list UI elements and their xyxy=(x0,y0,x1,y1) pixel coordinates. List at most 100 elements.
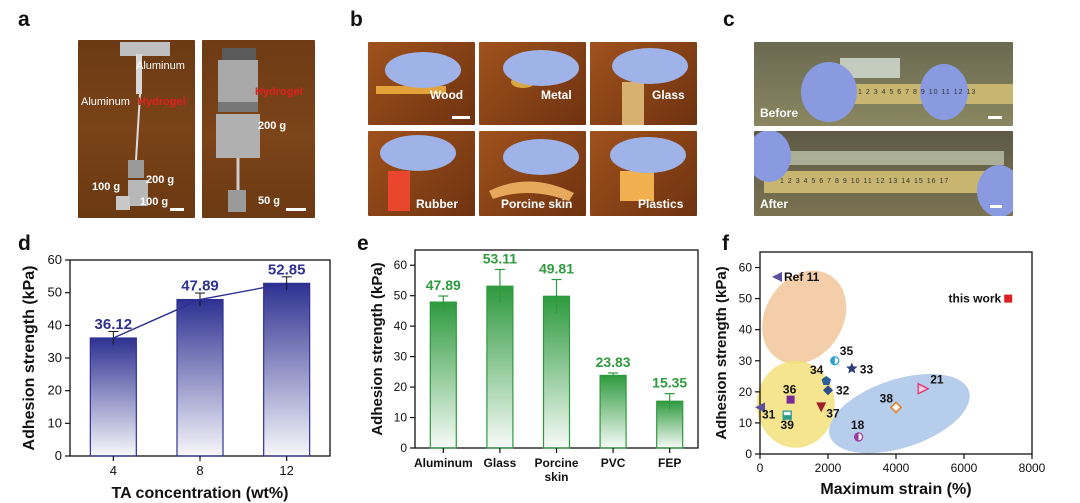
hanging-weights-illustration xyxy=(116,42,170,210)
x-tick-label: 6000 xyxy=(951,461,978,475)
bar-Porcine-skin xyxy=(542,295,571,449)
label-hydrogel-left: Hydrogel xyxy=(138,96,186,108)
substrate-photo-rubber: Rubber xyxy=(368,131,475,216)
panel-letter-d: d xyxy=(18,232,31,255)
y-tick-label: 30 xyxy=(394,350,408,364)
data-point-36 xyxy=(786,395,795,404)
value-label: 47.89 xyxy=(181,278,219,295)
ruler-numbers-before: 1 2 3 4 5 6 7 8 9 10 11 12 13 xyxy=(858,89,977,96)
y-tick-label: 40 xyxy=(394,319,408,333)
y-tick-label: 0 xyxy=(745,447,752,461)
y-tick-label: 10 xyxy=(48,415,62,430)
substrate-label: Plastics xyxy=(638,197,684,211)
data-point-Ref-11 xyxy=(772,271,782,282)
panel-letter-a: a xyxy=(18,8,30,31)
data-point-34 xyxy=(821,375,832,386)
y-tick-label: 30 xyxy=(48,350,62,365)
label-after: After xyxy=(760,197,789,211)
orange-region xyxy=(762,270,847,364)
bar-12 xyxy=(263,282,311,457)
y-tick-label: 0 xyxy=(55,448,62,463)
point-label: Ref 11 xyxy=(784,270,820,284)
value-label: 52.85 xyxy=(268,261,306,278)
chart-f-strength-vs-strain: 0 10 20 30 40 50 60 0 2000 4000 6000 8000 Ref 11 35 34… xyxy=(716,251,1046,498)
point-label: 38 xyxy=(880,391,894,405)
x-tick-label: Porcine xyxy=(534,456,578,470)
panel-letter-f: f xyxy=(722,232,729,255)
point-label: 34 xyxy=(810,363,824,377)
y-tick-label: 50 xyxy=(739,292,753,306)
bar-4 xyxy=(89,337,137,457)
panel-c-photo-after: 1 2 3 4 5 6 7 8 9 10 11 12 13 14 15 16 1… xyxy=(754,131,1013,216)
data-point-35-fill xyxy=(830,356,835,365)
x-tick-label: Glass xyxy=(484,456,517,470)
substrate-label: Porcine skin xyxy=(501,197,573,211)
scale-bar xyxy=(452,116,470,119)
point-label: 39 xyxy=(781,418,795,432)
x-tick-label: 8 xyxy=(196,463,203,478)
panel-letter-e: e xyxy=(357,232,369,255)
bar-8 xyxy=(176,298,224,457)
scale-bar xyxy=(286,208,306,211)
point-label: 31 xyxy=(762,407,776,421)
panel-letter-b: b xyxy=(350,8,363,31)
value-label: 15.35 xyxy=(652,375,687,391)
substrate-label: Wood xyxy=(430,88,464,102)
substrate-photo-metal: Metal xyxy=(479,42,586,125)
scale-bar xyxy=(170,208,184,211)
y-tick-label: 20 xyxy=(394,380,408,394)
yellow-region xyxy=(756,360,835,448)
y-tick-label: 50 xyxy=(394,289,408,303)
y-tick-label: 20 xyxy=(48,383,62,398)
x-axis-label: TA concentration (wt%) xyxy=(112,485,289,502)
blue-region xyxy=(829,374,970,454)
panel-a-photo-left: Aluminum Aluminum Hydrogel 100 g 200 g 1… xyxy=(78,40,195,218)
y-axis-label: Adhesion strength (kPa) xyxy=(21,266,38,451)
x-tick-label: 8000 xyxy=(1019,461,1046,475)
substrate-photo-glass: Glass xyxy=(590,42,697,125)
panel-a-photo-right: Hydrogel 200 g 50 g xyxy=(202,40,315,218)
label-weight-200-right: 200 g xyxy=(258,120,287,132)
value-label: 36.12 xyxy=(95,316,133,333)
trend-line xyxy=(113,282,287,339)
label-aluminum-left: Aluminum xyxy=(81,96,130,108)
x-tick-label: FEP xyxy=(658,456,681,470)
y-tick-label: 60 xyxy=(739,261,753,275)
bar-PVC xyxy=(599,374,627,449)
substrate-label: Rubber xyxy=(416,197,458,211)
y-tick-label: 0 xyxy=(400,441,407,455)
x-tick-label: 4000 xyxy=(883,461,910,475)
y-tick-label: 20 xyxy=(739,385,753,399)
x-tick-label: 0 xyxy=(757,461,764,475)
data-point-18 xyxy=(853,432,864,442)
point-label: 21 xyxy=(930,373,944,387)
label-weight-200: 200 g xyxy=(146,174,175,186)
data-point-32 xyxy=(823,385,833,396)
substrate-photo-plastics: Plastics xyxy=(590,131,697,216)
label-weight-100a: 100 g xyxy=(92,181,121,193)
data-point-35 xyxy=(830,356,840,366)
x-axis-label: Maximum strain (%) xyxy=(820,481,971,498)
label-hydrogel-right: Hydrogel xyxy=(255,86,303,98)
y-axis-label: Adhesion strength (kPa) xyxy=(716,266,730,439)
substrate-label: Glass xyxy=(652,88,685,102)
substrate-photo-wood: Wood xyxy=(368,42,475,125)
data-point-33 xyxy=(846,362,858,374)
y-tick-label: 40 xyxy=(48,317,62,332)
data-point-39-fill xyxy=(783,415,792,420)
point-label: 35 xyxy=(840,344,854,358)
x-tick-label: 4 xyxy=(110,463,117,478)
y-axis-label: Adhesion strength (kPa) xyxy=(369,262,386,435)
x-tick-label: PVC xyxy=(601,456,626,470)
point-label: 18 xyxy=(851,418,865,432)
data-point-31 xyxy=(755,402,765,413)
label-weight-100b: 100 g xyxy=(140,196,169,208)
label-aluminum-top: Aluminum xyxy=(136,60,185,72)
panel-letter-c: c xyxy=(723,8,735,31)
y-tick-label: 60 xyxy=(48,252,62,267)
chart-e-adhesion-substrates: 0 10 20 30 40 50 60 47.89 Aluminum 53.11 Glass 49.8… xyxy=(369,249,699,484)
point-label: 33 xyxy=(860,363,874,377)
panel-c-photo-before: 1 2 3 4 5 6 7 8 9 10 11 12 13 Before xyxy=(754,42,1013,126)
data-point-38 xyxy=(889,401,903,414)
data-point-39 xyxy=(782,410,792,420)
